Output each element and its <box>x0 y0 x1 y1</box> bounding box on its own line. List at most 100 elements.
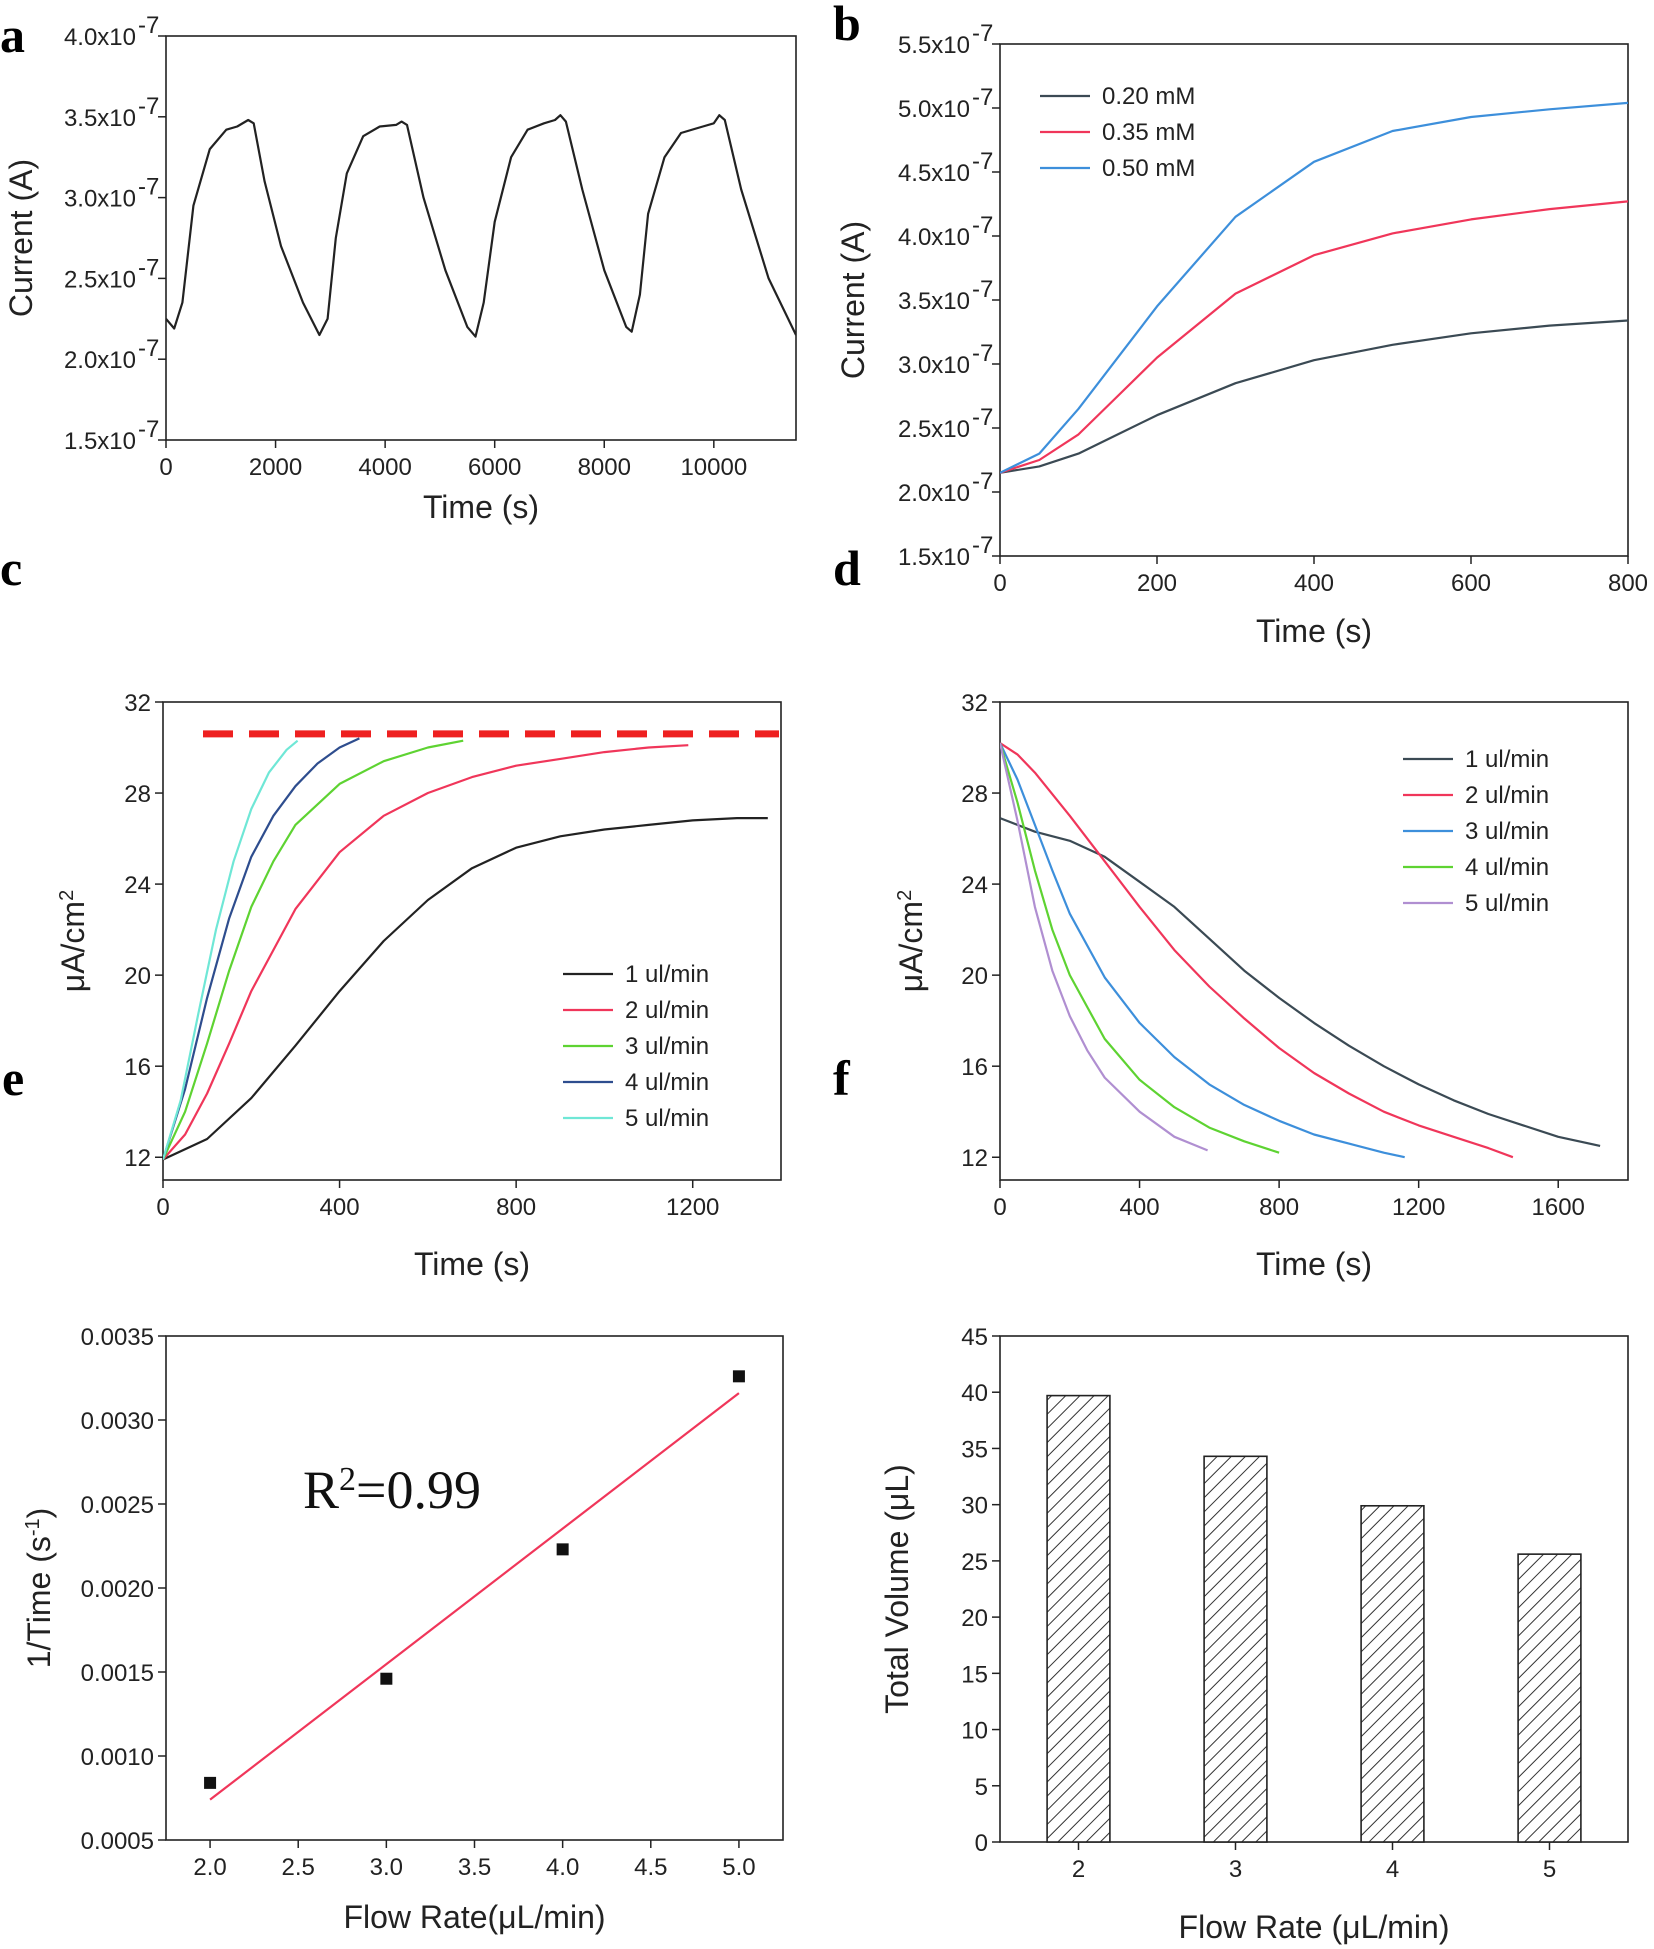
legend-label: 3 ul/min <box>625 1033 709 1060</box>
x-tick-label: 1200 <box>666 1194 719 1221</box>
y-tick-label: 28 <box>124 781 151 808</box>
y-tick-exponent: -7 <box>972 20 993 47</box>
y-tick-label: 32 <box>961 690 988 717</box>
x-tick-label: 200 <box>1137 570 1177 597</box>
bar <box>1203 1455 1268 1843</box>
fit-line <box>209 1392 740 1801</box>
x-tick-label: 2.5 <box>282 1854 315 1881</box>
y-tick-label: 24 <box>961 872 988 899</box>
y-tick-label: 3.0x10 <box>64 186 136 213</box>
y-tick-label: 2.0x10 <box>64 347 136 374</box>
y-tick-label: 20 <box>124 963 151 990</box>
y-tick-label: 12 <box>961 1145 988 1172</box>
x-tick-label: 1600 <box>1532 1194 1585 1221</box>
y-tick-label: 0.0010 <box>81 1744 154 1771</box>
x-tick-label: 2.0 <box>193 1854 226 1881</box>
x-tick-label: 8000 <box>578 454 631 481</box>
y-tick-label: 25 <box>961 1549 988 1576</box>
r-squared-superscript: 2 <box>339 1461 356 1498</box>
y-tick-label: 35 <box>961 1436 988 1463</box>
legend-label: 4 ul/min <box>1465 854 1549 881</box>
y-tick-exponent: -7 <box>972 84 993 111</box>
x-axis-title: Time (s) <box>423 489 539 525</box>
series-line-a <box>166 114 796 338</box>
legend-label: 1 ul/min <box>1465 746 1549 773</box>
bar <box>1360 1504 1425 1843</box>
x-axis-title: Time (s) <box>1256 1246 1372 1282</box>
x-axis-title: Time (s) <box>414 1246 530 1282</box>
series-line-5-ul-min <box>1000 742 1209 1152</box>
series-line-5-ul-min <box>163 739 299 1160</box>
y-tick-label: 0.0020 <box>81 1576 154 1603</box>
y-tick-label: 20 <box>961 1605 988 1632</box>
y-tick-label: 30 <box>961 1493 988 1520</box>
series-line-2-ul-min <box>163 744 689 1161</box>
series-line-4-ul-min <box>1000 742 1280 1154</box>
y-axis-title-superscript: -1 <box>22 1518 44 1536</box>
y-tick-label: 0.0015 <box>81 1660 154 1687</box>
y-axis-title: Current (A) <box>835 221 871 379</box>
chart-panel-a: 1.5x10 -72.0x10 -72.5x10 -73.0x10 -73.5x10 -7… <box>3 12 797 525</box>
y-tick-label: 2.5x10 <box>898 416 970 443</box>
series-line-0-20-mm <box>1000 319 1628 474</box>
series-line-3-ul-min <box>1000 742 1405 1159</box>
y-axis-title: Current (A) <box>3 159 39 317</box>
y-tick-exponent: -7 <box>972 468 993 495</box>
r-squared-annotation: R2=0.99 <box>303 1460 481 1520</box>
y-tick-label: 2.0x10 <box>898 480 970 507</box>
y-tick-label: 4.5x10 <box>898 160 970 187</box>
x-tick-label: 600 <box>1451 570 1491 597</box>
y-axis-title: μA/cm2 <box>893 890 929 992</box>
chart-panel-d: 12 16 20 24 28 32 0 400 800 1200 1600 Time (s) μA/cm… <box>893 690 1629 1282</box>
legend-label: 2 ul/min <box>1465 782 1549 809</box>
y-tick-exponent: -7 <box>972 148 993 175</box>
panel-letter-e: e <box>2 1050 24 1106</box>
y-tick-label: 3.0x10 <box>898 352 970 379</box>
x-tick-label: 3.5 <box>458 1854 491 1881</box>
x-tick-label: 2000 <box>249 454 302 481</box>
x-tick-label: 0 <box>156 1194 169 1221</box>
y-axis-title: μA/cm2 <box>55 890 91 992</box>
data-point <box>204 1776 217 1789</box>
series-line-4-ul-min <box>163 737 360 1160</box>
y-tick-label: 28 <box>961 781 988 808</box>
y-tick-label: 5.5x10 <box>898 32 970 59</box>
chart-panel-b: 1.5x10 -72.0x10 -72.5x10 -73.0x10 -73.5x10 -7… <box>835 20 1648 649</box>
series-line-0-50-mm <box>1000 101 1628 474</box>
y-tick-label: 40 <box>961 1380 988 1407</box>
y-tick-label: 0.0005 <box>81 1828 154 1855</box>
plot-frame <box>165 1335 784 1841</box>
x-tick-label: 0 <box>993 570 1006 597</box>
x-tick-label: 5.0 <box>722 1854 755 1881</box>
plot-frame <box>999 43 1629 557</box>
legend-label: 5 ul/min <box>1465 890 1549 917</box>
plot-frame <box>999 701 1629 1181</box>
y-axis-title-superscript: 2 <box>56 890 78 901</box>
y-tick-exponent: -7 <box>138 174 159 201</box>
data-point <box>732 1370 745 1383</box>
y-axis-title-end: ) <box>21 1508 57 1519</box>
data-point <box>556 1543 569 1556</box>
y-tick-label: 3.5x10 <box>898 288 970 315</box>
x-tick-label: 6000 <box>468 454 521 481</box>
bar <box>1517 1553 1582 1843</box>
y-tick-exponent: -7 <box>138 416 159 443</box>
y-tick-label: 5.0x10 <box>898 96 970 123</box>
legend-label: 2 ul/min <box>625 997 709 1024</box>
chart-panel-e: 0.0005 0.0010 0.0015 0.0020 0.0025 0.0030 0.00… <box>21 1324 784 1935</box>
panel-letter-d: d <box>833 540 861 596</box>
bar <box>1046 1394 1111 1843</box>
y-tick-label: 0.0025 <box>81 1492 154 1519</box>
x-tick-label: 4 <box>1386 1856 1399 1883</box>
y-tick-label: 10 <box>961 1718 988 1745</box>
legend-label: 0.50 mM <box>1102 155 1195 182</box>
y-tick-exponent: -7 <box>138 254 159 281</box>
legend-label: 0.20 mM <box>1102 83 1195 110</box>
x-tick-label: 3 <box>1229 1856 1242 1883</box>
series-line-1-ul-min <box>163 816 768 1161</box>
y-tick-exponent: -7 <box>972 340 993 367</box>
plot-frame <box>999 1335 1629 1843</box>
y-tick-label: 2.5x10 <box>64 266 136 293</box>
